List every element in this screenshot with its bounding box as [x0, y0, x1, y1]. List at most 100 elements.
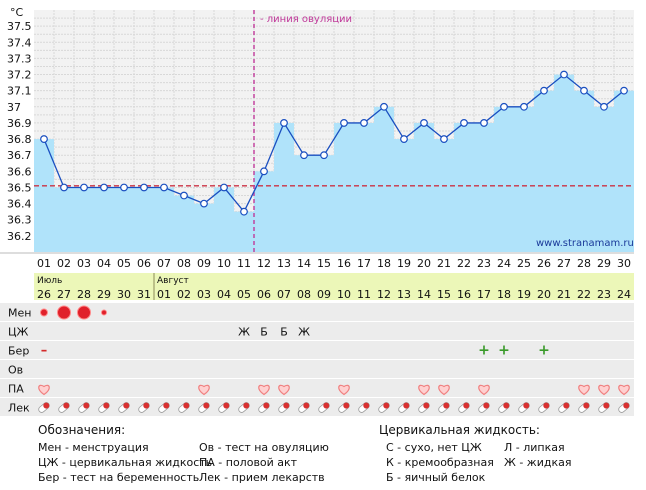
menstruation-dot	[101, 309, 107, 316]
pill-icon	[378, 402, 390, 413]
pill-icon	[578, 402, 590, 413]
temperature-point	[240, 207, 248, 216]
legend-item: Ж - жидкая	[504, 456, 572, 469]
pill-icon	[198, 402, 210, 413]
temperature-point	[300, 151, 308, 160]
temperature-bar	[434, 139, 454, 252]
calendar-day-label: 14	[417, 288, 431, 301]
pill-icon	[38, 402, 50, 413]
y-unit-label: °C	[10, 6, 24, 19]
legend-item: ПА - половой акт	[199, 456, 298, 469]
row-label: Мен	[8, 307, 31, 320]
y-tick-label: 36.7	[7, 149, 32, 162]
calendar-day-label: 16	[457, 288, 471, 301]
fluid-legend-col2: Л - липкая Ж - жидкая	[504, 440, 571, 470]
temperature-point	[440, 135, 448, 143]
cycle-day-label: 27	[557, 257, 571, 270]
temperature-point	[560, 70, 568, 79]
temperature-bar	[614, 90, 634, 253]
pill-icon	[458, 402, 470, 413]
heart-icon	[598, 384, 610, 396]
cycle-day-label: 25	[517, 257, 531, 270]
cycle-day-label: 09	[197, 257, 211, 270]
calendar-day-label: 06	[257, 288, 271, 301]
calendar-day-label: 13	[397, 288, 411, 301]
calendar-day-label: 07	[277, 288, 291, 301]
temperature-point	[100, 183, 108, 192]
cycle-day-label: 04	[97, 257, 111, 270]
legend-col1: Мен - менструация ЦЖ - цервикальная жидк…	[38, 440, 212, 485]
legend-item: ЦЖ - цервикальная жидкость	[38, 456, 213, 469]
temperature-point	[200, 199, 208, 208]
cycle-day-label: 08	[177, 257, 191, 270]
pill-icon	[438, 402, 450, 413]
temperature-point	[320, 151, 328, 160]
pill-half	[483, 402, 490, 409]
pill-icon	[618, 402, 630, 413]
cycle-day-label: 17	[357, 257, 371, 270]
pill-half	[223, 402, 230, 409]
month-band	[34, 273, 154, 300]
marker-row-bg	[0, 341, 634, 359]
cycle-day-label: 22	[457, 257, 471, 270]
calendar-day-label: 15	[437, 288, 451, 301]
row-mark: +	[498, 343, 510, 359]
month-band	[154, 273, 634, 300]
marker-row-bg	[0, 322, 634, 340]
heart-icon	[198, 384, 210, 396]
temperature-point	[120, 183, 128, 192]
pill-half	[363, 402, 370, 409]
cycle-day-label: 24	[497, 257, 511, 270]
calendar-day-label: 02	[177, 288, 191, 301]
pill-half	[283, 402, 290, 409]
legend-item: Мен - менструация	[38, 441, 149, 454]
temperature-point	[620, 86, 628, 95]
fluid-legend-title: Цервикальная жидкость:	[379, 423, 540, 437]
temperature-point	[260, 167, 268, 176]
cycle-day-label: 20	[417, 257, 431, 270]
pill-half	[383, 402, 390, 409]
legend-title: Обозначения:	[38, 423, 126, 437]
temperature-point	[500, 102, 508, 111]
y-tick-label: 37.3	[7, 52, 32, 65]
temperature-bar	[234, 211, 254, 252]
pill-half	[303, 402, 310, 409]
temperature-bar	[494, 106, 514, 252]
pill-half	[143, 402, 150, 409]
pill-half	[83, 402, 90, 409]
pill-icon	[558, 402, 570, 413]
temperature-point	[340, 119, 348, 127]
pill-icon	[58, 402, 70, 413]
pill-half	[163, 402, 170, 409]
y-tick-label: 37	[7, 101, 21, 114]
pill-half	[503, 402, 510, 409]
temperature-point	[600, 102, 608, 111]
temperature-point	[580, 86, 588, 95]
y-tick-label: 36.3	[7, 214, 32, 227]
menstruation-dot	[40, 308, 48, 317]
cycle-day-label: 18	[377, 257, 391, 270]
calendar-day-label: 27	[57, 288, 71, 301]
temperature-point	[540, 86, 548, 95]
calendar-day-label: 11	[357, 288, 371, 301]
month-label: Август	[157, 276, 189, 286]
legend-item: Бер - тест на беременность	[38, 471, 200, 484]
calendar-day-label: 01	[157, 288, 171, 301]
pill-half	[343, 402, 350, 409]
calendar-day-label: 30	[117, 288, 131, 301]
temperature-bar	[154, 187, 174, 252]
row-label: Бер	[8, 345, 29, 358]
calendar-day-label: 23	[597, 288, 611, 301]
pill-icon	[338, 402, 350, 413]
calendar-day-label: 20	[537, 288, 551, 301]
temperature-bar	[74, 187, 94, 252]
pill-icon	[598, 402, 610, 413]
cycle-day-label: 11	[237, 257, 251, 270]
pill-icon	[398, 402, 410, 413]
heart-icon	[578, 384, 590, 396]
heart-icon	[258, 384, 270, 396]
fluid-legend-col1: С - сухо, нет ЦЖ К - кремообразная Б - я…	[386, 440, 494, 485]
marker-row-bg	[0, 379, 634, 397]
pill-half	[423, 402, 430, 409]
cycle-day-label: 13	[277, 257, 291, 270]
